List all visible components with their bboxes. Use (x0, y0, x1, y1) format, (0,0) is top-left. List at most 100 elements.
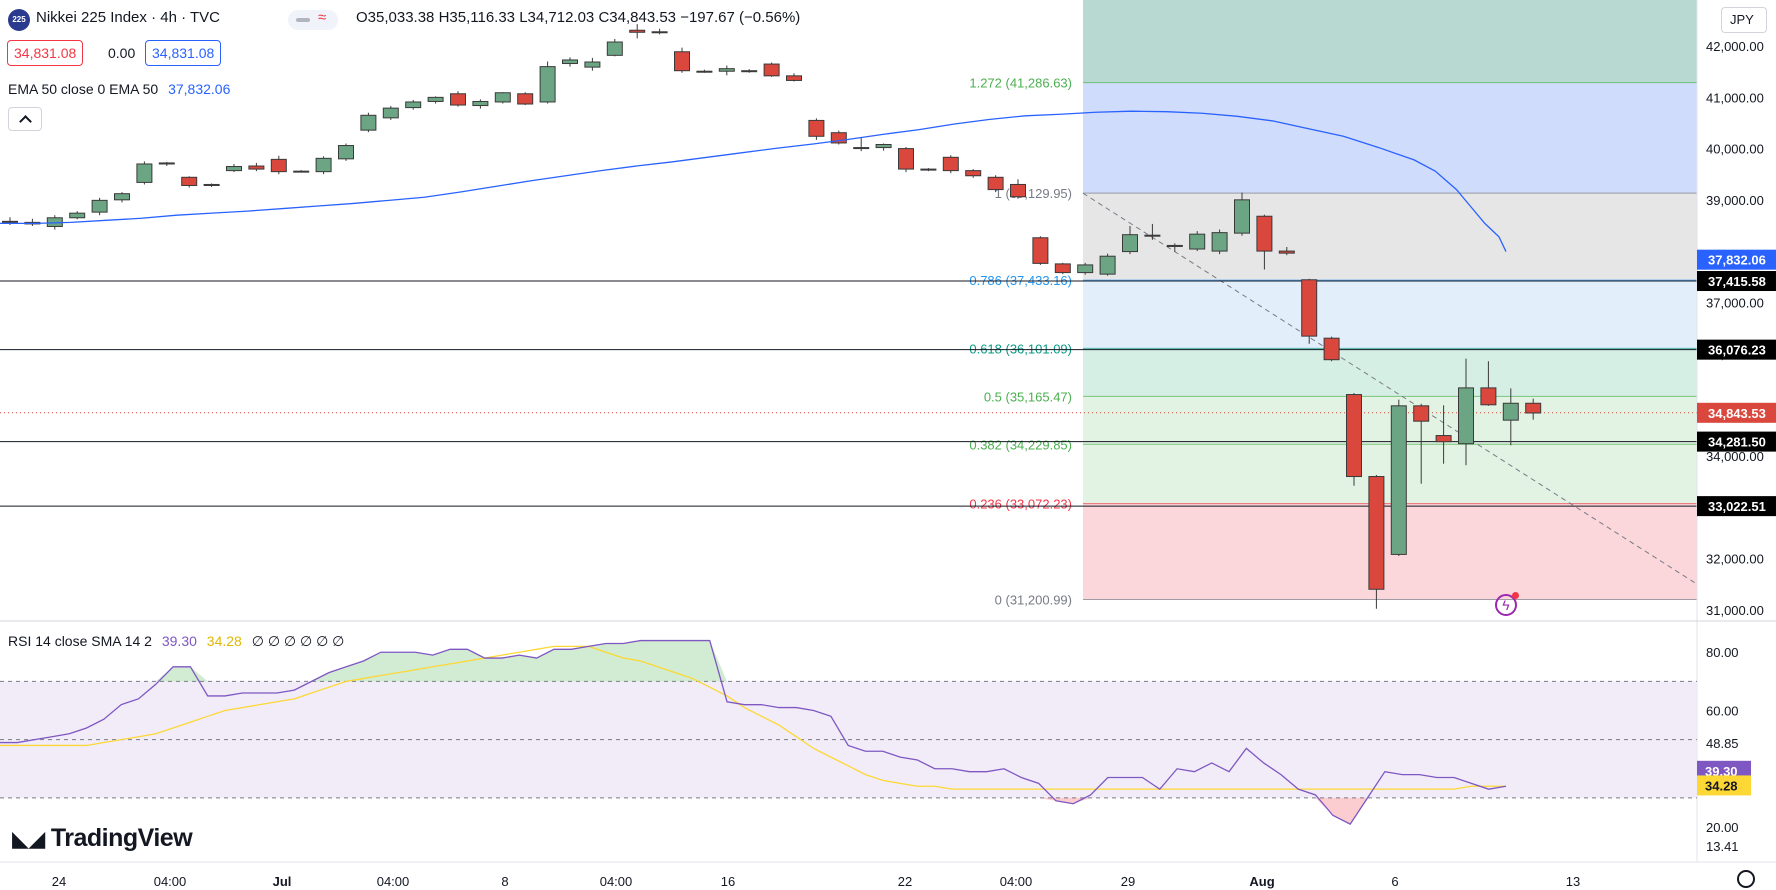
candle-body (405, 101, 422, 109)
tradingview-logo-text: TradingView (50, 824, 193, 852)
candle-body (1435, 435, 1452, 443)
rsi-tick-label: 80.00 (1706, 645, 1739, 660)
candle-body (786, 75, 802, 81)
rsi-tick-label: 13.41 (1706, 839, 1739, 854)
candle-body (629, 29, 646, 33)
rsi-tag (1697, 775, 1751, 796)
currency-selector[interactable]: JPY (1721, 7, 1767, 33)
rsi-oversold-fill (0, 797, 1506, 825)
rsi-tag-label: 39.30 (1705, 764, 1738, 779)
candle-body (382, 107, 399, 119)
time-tick-label: 6 (1391, 874, 1398, 889)
price-tick-label: 39,000.00 (1706, 193, 1764, 208)
fib-zone (1083, 503, 1697, 600)
rsi-legend-extras: ∅ ∅ ∅ ∅ ∅ ∅ (251, 633, 345, 649)
tradingview-mark-icon: ◣◢ (12, 826, 45, 851)
time-tick-label: 16 (721, 874, 735, 889)
candle-body (898, 148, 914, 170)
candle-body (1166, 244, 1183, 247)
ohlc-readout: O35,033.38 H35,116.33 L34,712.03 C34,843… (356, 9, 800, 26)
candle-body (203, 183, 220, 186)
candle-body (494, 92, 511, 103)
flash-icon[interactable]: ϟ (1495, 592, 1519, 616)
trend-line (1082, 192, 1698, 585)
price-tag (1697, 496, 1776, 517)
fib-level-label: 0.618 (36,101.09) (969, 341, 1072, 356)
price-tick-label: 34,000.00 (1706, 449, 1764, 464)
candle-body (2, 220, 18, 223)
rsi-legend[interactable]: RSI 14 close SMA 14 2 39.30 34.28 ∅ ∅ ∅ … (8, 633, 344, 650)
bid-price-box[interactable]: 34,831.08 (7, 40, 84, 66)
candle-body (1323, 337, 1340, 361)
price-tag (1697, 339, 1776, 360)
fib-zone (1083, 444, 1697, 504)
price-tick-label: 42,000.00 (1706, 39, 1764, 54)
fib-level-label: 1 (39,129.95) (995, 186, 1072, 201)
candle-body (584, 61, 601, 68)
candle-body (338, 145, 354, 160)
price-tag-label: 34,281.50 (1708, 435, 1766, 450)
price-tag-label: 37,415.58 (1708, 274, 1766, 289)
rsi-tick-label: 48.85 (1706, 736, 1739, 751)
ask-price-box[interactable]: 34,831.08 (145, 40, 222, 66)
candle-body (1390, 405, 1407, 555)
symbol-title[interactable]: Nikkei 225 Index · 4h · TVC (36, 9, 220, 26)
candle-body (360, 114, 377, 131)
candle-body (1480, 387, 1497, 406)
candle-body (1368, 476, 1385, 590)
fib-level-label: 0 (31,200.99) (995, 592, 1072, 607)
candle-body (69, 212, 86, 219)
candle-body (1144, 234, 1161, 237)
time-tick-label: 13 (1566, 874, 1580, 889)
candle-body (674, 51, 690, 72)
candle-body (517, 93, 534, 105)
rsi-legend-value: 39.30 (161, 633, 197, 649)
chart-style-toggle[interactable]: ≈ (288, 9, 338, 30)
time-tick-label: 04:00 (377, 874, 410, 889)
time-tick-label: 8 (501, 874, 508, 889)
settings-gear-icon[interactable] (1737, 870, 1755, 888)
wave-icon: ≈ (318, 9, 327, 26)
ema-legend-value: 37,832.06 (168, 81, 231, 97)
candle-body (696, 70, 713, 73)
price-tag-label: 33,022.51 (1708, 499, 1766, 514)
candle-body (920, 168, 937, 171)
collapse-legend-button[interactable] (8, 107, 42, 131)
candle-body (450, 93, 466, 106)
ohlc-low: L34,712.03 (519, 9, 595, 26)
candle-body (562, 59, 578, 65)
rsi-line (0, 639, 1507, 825)
time-tick-label: Jul (273, 874, 292, 889)
candle-body (830, 132, 847, 144)
ema-legend[interactable]: EMA 50 close 0 EMA 50 37,832.06 (8, 81, 230, 97)
candle-body (293, 170, 310, 173)
time-tick-label: 29 (1121, 874, 1135, 889)
tradingview-logo[interactable]: ◣◢ TradingView (12, 824, 193, 853)
ohlc-change: −197.67 (−0.56%) (680, 9, 801, 26)
time-tick-label: Aug (1249, 874, 1274, 889)
time-tick-label: 04:00 (600, 874, 633, 889)
candle-body (1278, 250, 1295, 254)
candle-body (651, 31, 668, 34)
candle-body (539, 66, 556, 103)
fib-zone (1083, 396, 1697, 445)
price-tag-label: 36,076.23 (1708, 343, 1766, 358)
fib-zone (1083, 193, 1697, 281)
candle-body (1189, 233, 1206, 250)
notification-dot (1512, 592, 1519, 599)
price-tick-label: 41,000.00 (1706, 90, 1764, 105)
rsi-overbought-fill (0, 640, 1506, 682)
fib-level-label: 0.236 (33,072.23) (969, 497, 1072, 512)
candle-body (226, 166, 242, 172)
candle-body (763, 63, 780, 77)
fib-zone (1083, 280, 1697, 349)
price-tag (1697, 431, 1776, 452)
price-tick-label: 31,000.00 (1706, 603, 1764, 618)
time-tick-label: 24 (52, 874, 66, 889)
candle-body (1502, 402, 1519, 421)
candle-body (1211, 232, 1228, 252)
candle-body (1010, 183, 1026, 198)
candle-body (875, 143, 892, 149)
